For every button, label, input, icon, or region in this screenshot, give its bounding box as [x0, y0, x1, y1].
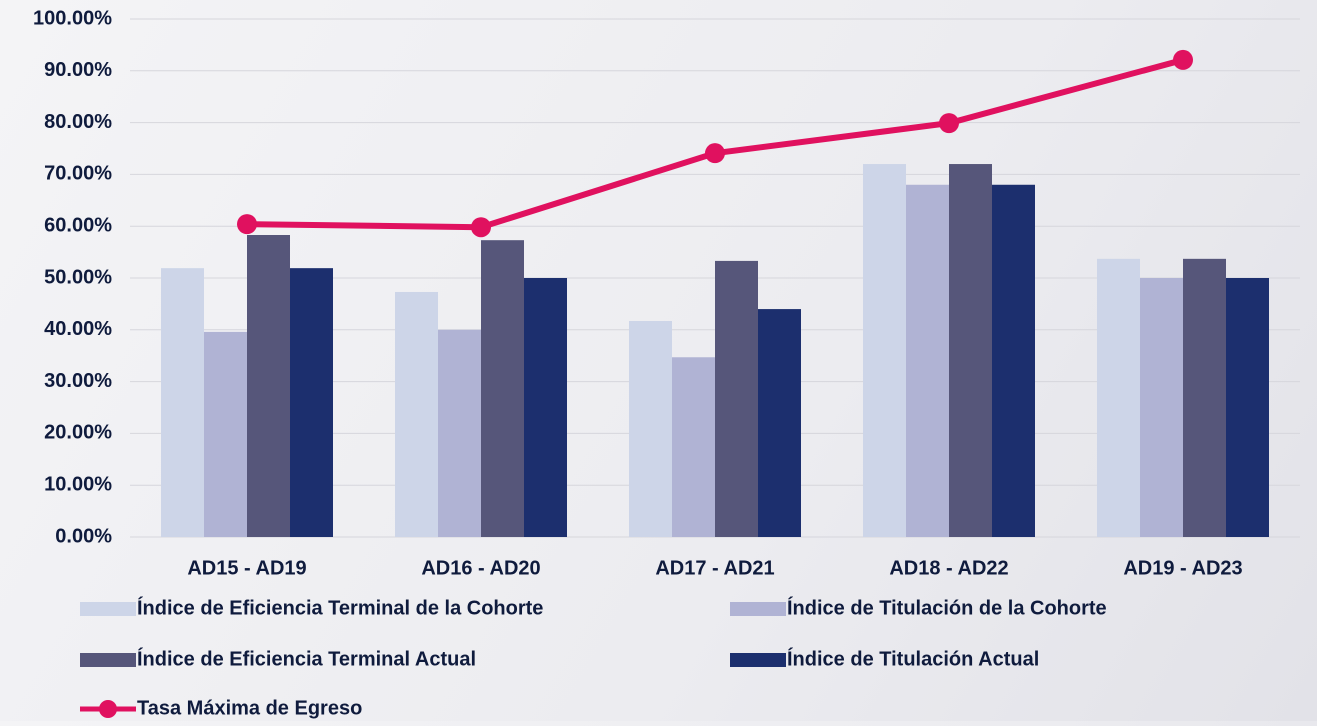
y-tick-label: 70.00%	[44, 163, 112, 185]
line-marker	[939, 113, 959, 133]
y-tick-label: 0.00%	[55, 525, 112, 547]
legend-label: Índice de Eficiencia Terminal Actual	[137, 647, 476, 670]
bar	[758, 309, 801, 537]
line-marker	[471, 217, 491, 237]
bar	[1097, 259, 1140, 537]
bar	[715, 261, 758, 537]
bar	[1183, 259, 1226, 537]
legend-label: Índice de Eficiencia Terminal de la Coho…	[137, 596, 543, 619]
line-marker	[1173, 50, 1193, 70]
y-tick-label: 80.00%	[44, 111, 112, 133]
legend-swatch	[99, 700, 117, 718]
bar	[481, 240, 524, 537]
bar	[863, 164, 906, 537]
legend-label: Índice de Titulación Actual	[787, 647, 1039, 670]
legend-label: Índice de Titulación de la Cohorte	[787, 596, 1107, 619]
y-tick-label: 60.00%	[44, 214, 112, 236]
bar	[906, 185, 949, 537]
x-tick-label: AD19 - AD23	[1123, 557, 1242, 579]
y-tick-label: 90.00%	[44, 59, 112, 81]
legend-swatch	[80, 602, 136, 616]
y-tick-label: 10.00%	[44, 473, 112, 495]
bar	[1226, 278, 1269, 537]
y-tick-label: 40.00%	[44, 318, 112, 340]
bar	[204, 332, 247, 537]
y-tick-label: 50.00%	[44, 266, 112, 288]
legend-swatch	[80, 653, 136, 667]
bar	[395, 292, 438, 537]
x-tick-label: AD18 - AD22	[889, 557, 1008, 579]
y-tick-label: 20.00%	[44, 422, 112, 444]
bar	[992, 185, 1035, 537]
legend-swatch	[730, 653, 786, 667]
line-marker	[705, 143, 725, 163]
bar	[949, 164, 992, 537]
x-tick-label: AD16 - AD20	[421, 557, 540, 579]
bar	[161, 268, 204, 537]
bar	[290, 268, 333, 537]
legend-label: Tasa Máxima de Egreso	[137, 697, 362, 719]
page: {"chart_data": {"type": "bar", "categori…	[0, 0, 1317, 721]
y-tick-label: 30.00%	[44, 370, 112, 392]
x-tick-label: AD17 - AD21	[655, 557, 774, 579]
bar	[247, 235, 290, 537]
chart: 0.00% 10.00% 20.00% 30.00% 40.00% 50.00% 60.00…	[0, 0, 1317, 721]
bar	[629, 321, 672, 537]
bar	[438, 330, 481, 537]
x-tick-label: AD15 - AD19	[187, 557, 306, 579]
line-marker	[237, 214, 257, 234]
bar	[524, 278, 567, 537]
bar	[672, 357, 715, 537]
y-tick-label: 100.00%	[33, 7, 112, 29]
legend-swatch	[730, 602, 786, 616]
bar	[1140, 278, 1183, 537]
